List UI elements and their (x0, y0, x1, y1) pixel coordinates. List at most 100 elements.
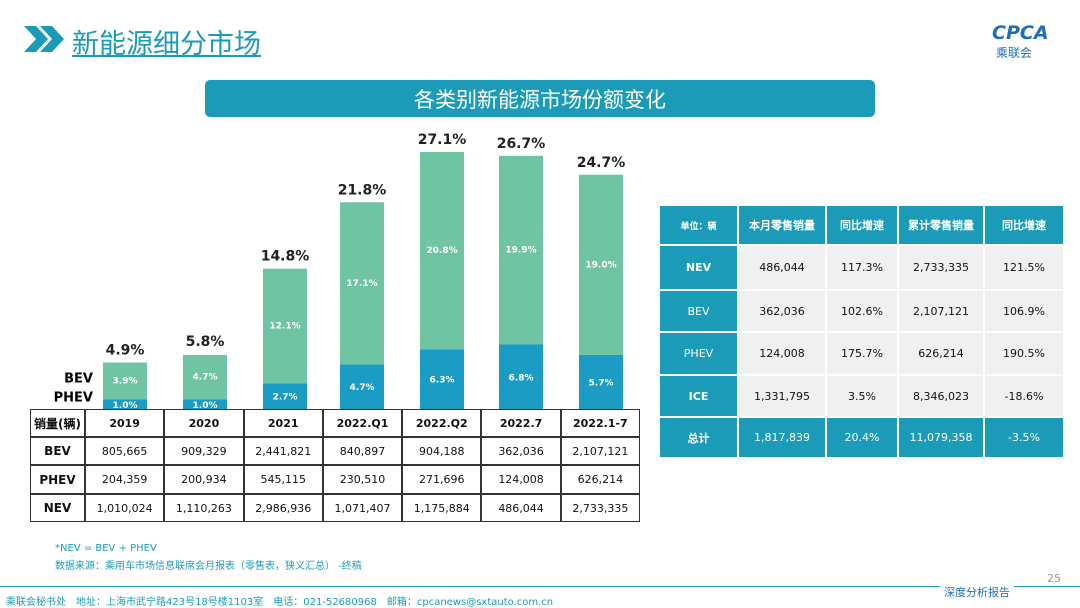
total-label: 21.8% (338, 182, 387, 198)
table-cell: 2022.Q2 (402, 409, 482, 437)
table-cell: 190.5% (984, 332, 1064, 375)
table-cell: 2021 (243, 409, 323, 437)
table-cell: 124,008 (738, 332, 826, 375)
page-number: 25 (1047, 572, 1061, 585)
bar-segment (420, 152, 464, 350)
footer-line (0, 586, 1080, 587)
table-cell: 1,110,263 (164, 494, 244, 522)
value-label: 1.0% (113, 401, 138, 411)
table-cell: 175.7% (826, 332, 898, 375)
table-cell: 362,036 (738, 290, 826, 332)
table-cell: 3.5% (826, 375, 898, 417)
table-cell: 单位：辆 (659, 205, 738, 245)
bar-segment (103, 362, 147, 400)
table-cell: 2019 (85, 409, 165, 437)
bar-segment (340, 202, 384, 365)
table-cell: 20.4% (826, 417, 898, 458)
table-cell: 11,079,358 (898, 417, 984, 458)
total-label: 26.7% (497, 136, 546, 152)
table-cell: 2,441,821 (243, 437, 323, 465)
bar-segment (579, 174, 623, 355)
table-cell: 626,214 (560, 465, 640, 494)
value-label: 6.8% (509, 373, 534, 383)
page-title: 新能源细分市场 (72, 29, 261, 60)
value-label: 5.7% (589, 378, 614, 388)
table-cell: ICE (659, 375, 738, 417)
legend-label: BEV (64, 372, 93, 387)
footer-contact: 乘联会秘书处 地址：上海市武宁路423号18号楼1103室 电话：021-526… (6, 597, 554, 608)
table-cell: PHEV (659, 332, 738, 375)
table-cell: 同比增速 (984, 205, 1064, 245)
table-cell: 626,214 (898, 332, 984, 375)
table-cell: 1,817,839 (738, 417, 826, 458)
logo: CPCA (992, 22, 1049, 44)
table-cell: PHEV (30, 465, 85, 494)
table-cell: 271,696 (402, 465, 482, 494)
table-cell: 805,665 (85, 437, 165, 465)
table-cell: 总计 (659, 417, 738, 458)
table-cell: BEV (30, 437, 85, 465)
bar-segment (263, 268, 307, 384)
table-cell: 230,510 (322, 465, 403, 494)
bar-segment (579, 354, 623, 409)
value-label: 17.1% (346, 279, 377, 289)
bar-segment (420, 349, 464, 409)
value-label: 19.9% (505, 246, 536, 256)
footer-report: 深度分析报告 (940, 584, 1014, 600)
table-cell: 2,986,936 (243, 494, 323, 522)
table-cell: 1,071,407 (322, 494, 403, 522)
total-label: 24.7% (577, 155, 626, 171)
legend-label: PHEV (54, 391, 93, 406)
value-label: 6.3% (430, 376, 455, 386)
table-cell: 904,188 (402, 437, 482, 465)
total-label: 27.1% (418, 132, 467, 148)
table-cell: 2,733,335 (560, 494, 640, 522)
table-cell: 累计零售销量 (898, 205, 984, 245)
bar-segment (499, 155, 543, 345)
bar-segment (183, 354, 227, 400)
table-cell: 1,010,024 (85, 494, 165, 522)
chart-title: 各类别新能源市场份额变化 (205, 80, 875, 117)
bar-segment (340, 364, 384, 409)
note: 数据来源：乘用车市场信息联席会月报表（零售表，狭义汇总） -终稿 (55, 561, 362, 572)
table-cell: 销量(辆) (30, 409, 85, 437)
table-cell: 486,044 (738, 245, 826, 290)
table-cell: NEV (30, 494, 85, 522)
bar-segment (263, 383, 307, 409)
table-cell: 909,329 (164, 437, 244, 465)
bar-segment (103, 399, 147, 409)
total-label: 5.8% (186, 334, 225, 350)
table-cell: 本月零售销量 (738, 205, 826, 245)
table-cell: 362,036 (481, 437, 561, 465)
table-cell: 486,044 (481, 494, 561, 522)
table-cell: 204,359 (85, 465, 165, 494)
table-cell: 2020 (164, 409, 244, 437)
value-label: 4.7% (350, 383, 375, 393)
table-cell: 121.5% (984, 245, 1064, 290)
table-cell: 2,733,335 (898, 245, 984, 290)
table-cell: 1,331,795 (738, 375, 826, 417)
value-label: 3.9% (113, 377, 138, 387)
table-cell: -18.6% (984, 375, 1064, 417)
value-label: 12.1% (269, 322, 300, 332)
chart: 1.0% 3.9% 4.9% 1.0% 4.7% 5.8% 2.7% 12.1% 14.8% 4.… (54, 132, 626, 411)
table-cell: 106.9% (984, 290, 1064, 332)
table-cell: 2022.Q1 (322, 409, 403, 437)
bar-segment (499, 344, 543, 409)
table-cell: 840,897 (322, 437, 403, 465)
value-label: 1.0% (193, 401, 218, 411)
table-cell: 2,107,121 (898, 290, 984, 332)
value-label: 20.8% (426, 246, 457, 256)
chevrons (24, 26, 64, 52)
table-cell: 1,175,884 (402, 494, 482, 522)
table-cell: 8,346,023 (898, 375, 984, 417)
table-cell: -3.5% (984, 417, 1064, 458)
total-label: 14.8% (261, 249, 310, 265)
table-cell: NEV (659, 245, 738, 290)
table-cell: 200,934 (164, 465, 244, 494)
value-label: 2.7% (273, 393, 298, 403)
value-label: 4.7% (193, 373, 218, 383)
table-cell: 102.6% (826, 290, 898, 332)
table-cell: 545,115 (243, 465, 323, 494)
